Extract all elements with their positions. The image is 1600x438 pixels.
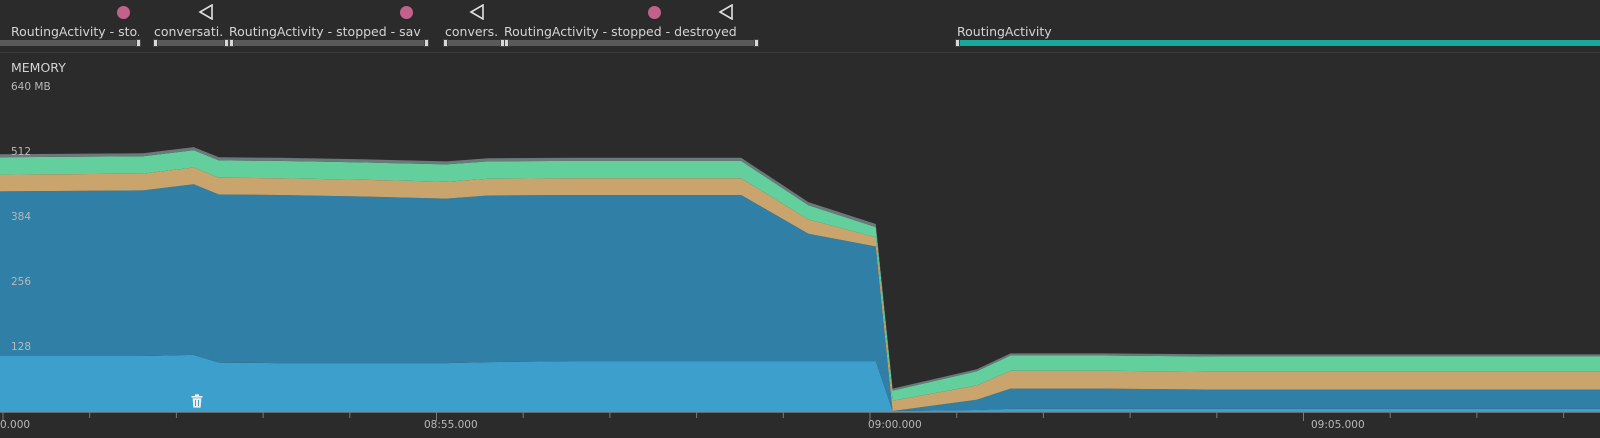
y-tick-label: 640 MB [11,81,51,93]
activity-bar[interactable] [504,40,759,46]
activity-bar-start [443,39,448,47]
divider [0,52,1600,53]
memory-series-0-area[interactable] [0,354,1600,412]
event-timeline: RoutingActivity - sto... conversati... R… [0,0,1600,52]
activity-bar-end [136,39,141,47]
touch-dot-icon[interactable] [400,6,413,19]
back-triangle-icon[interactable] [198,4,214,20]
activity-bar-start [504,39,509,47]
touch-dot-icon[interactable] [648,6,661,19]
touch-dot-icon[interactable] [117,6,130,19]
x-tick-label: 08:55.000 [424,419,478,431]
activity-bar[interactable] [443,40,505,46]
x-tick-label: 0.000 [0,419,31,431]
activity-bar-current[interactable] [955,40,1600,46]
y-tick-label: 512 [11,146,32,158]
back-triangle-icon[interactable] [718,4,734,20]
trash-icon[interactable] [191,394,203,408]
activity-label[interactable]: RoutingActivity - stopped - saved [229,24,421,39]
x-tick-label: 09:05.000 [1311,419,1365,431]
y-tick-label: 256 [11,276,32,288]
activity-label[interactable]: RoutingActivity - sto... [11,24,139,39]
memory-series-1-area[interactable] [0,184,1600,411]
activity-label[interactable]: RoutingActivity - stopped - destroyed [504,24,737,39]
activity-bar[interactable] [153,40,229,46]
activity-bar-start [153,39,158,47]
activity-label[interactable]: conversati... [154,24,222,39]
y-tick-label: 384 [11,211,32,223]
memory-series-2-area[interactable] [0,167,1600,412]
activity-bar-end [754,39,759,47]
x-tick-label: 09:00.000 [868,419,922,431]
activity-bar[interactable] [0,40,141,46]
memory-series-3-area[interactable] [0,150,1600,401]
y-tick-label: 128 [11,341,32,353]
activity-bar-start [955,39,960,47]
activity-label[interactable]: convers... [445,24,499,39]
memory-title: MEMORY [11,60,66,75]
activity-bar-end [224,39,229,47]
activity-label[interactable]: RoutingActivity [957,24,1052,39]
activity-bar-end [424,39,429,47]
activity-bar[interactable] [229,40,429,46]
activity-bar-start [229,39,234,47]
back-triangle-icon[interactable] [469,4,485,20]
